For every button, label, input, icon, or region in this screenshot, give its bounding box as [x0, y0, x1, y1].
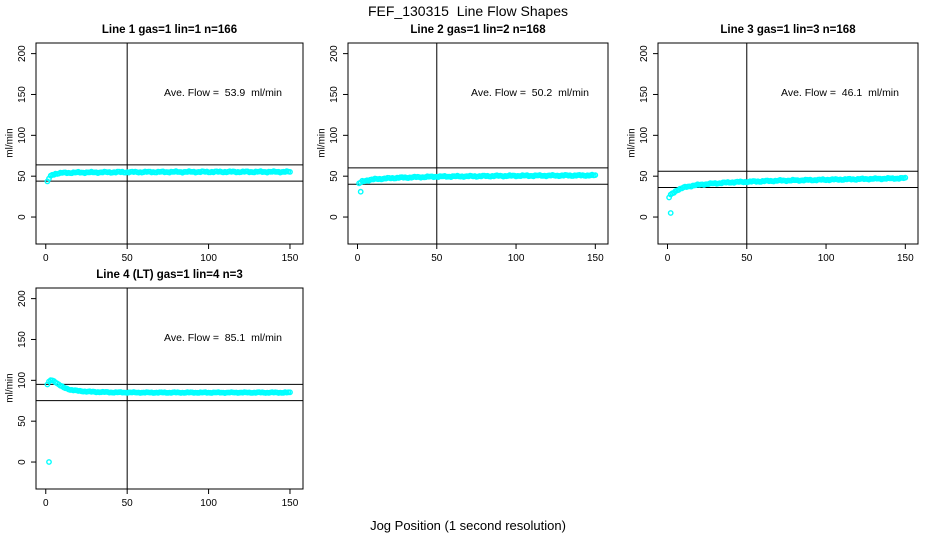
x-tick-label: 100 — [508, 253, 525, 264]
y-tick-label: 0 — [639, 214, 650, 220]
y-tick-label: 100 — [17, 127, 28, 144]
y-tick-label: 150 — [329, 86, 340, 103]
outlier-point — [46, 459, 52, 465]
y-tick-label: 100 — [329, 127, 340, 144]
subplot1-ave-flow-label: Ave. Flow = 53.9 ml/min — [164, 87, 282, 99]
x-tick-label: 50 — [431, 253, 443, 264]
subplot1-title: Line 1 gas=1 lin=1 n=166 — [101, 24, 238, 36]
x-tick-label: 150 — [282, 253, 299, 264]
plot-box — [657, 42, 919, 245]
y-tick-label: 200 — [329, 45, 340, 62]
y-tick-label: 150 — [17, 86, 28, 103]
x-tick-label: 50 — [741, 253, 753, 264]
x-tick-label: 100 — [818, 253, 835, 264]
x-tick-label: 150 — [897, 253, 914, 264]
outlier-point — [357, 188, 364, 195]
plot-box — [347, 42, 609, 245]
subplot2-title: Line 2 gas=1 lin=2 n=168 — [410, 24, 546, 36]
global-xaxis-label: Jog Position (1 second resolution) — [370, 518, 566, 533]
subplot4-yaxis-label: ml/min — [4, 373, 16, 403]
data-point — [287, 168, 293, 175]
y-tick-label: 150 — [17, 331, 28, 348]
y-tick-label: 200 — [17, 45, 28, 62]
x-tick-label: 150 — [282, 498, 299, 509]
x-tick-label: 50 — [122, 498, 134, 509]
x-tick-label: 0 — [355, 253, 361, 264]
x-tick-label: 0 — [43, 498, 49, 509]
y-tick-label: 50 — [17, 415, 28, 427]
x-tick-label: 50 — [122, 253, 134, 264]
outlier-point — [667, 210, 674, 216]
x-tick-label: 100 — [200, 498, 217, 509]
x-tick-label: 150 — [587, 253, 604, 264]
y-tick-label: 100 — [639, 127, 650, 144]
x-tick-label: 0 — [665, 253, 671, 264]
y-tick-label: 150 — [639, 86, 650, 103]
y-tick-label: 0 — [329, 214, 340, 220]
plot-box — [35, 42, 304, 245]
y-tick-label: 200 — [17, 290, 28, 307]
subplot2-yaxis-label: ml/min — [316, 128, 328, 158]
y-tick-label: 50 — [17, 170, 28, 182]
subplot1-yaxis-label: ml/min — [4, 128, 16, 158]
page-title: FEF_130315 Line Flow Shapes — [367, 3, 568, 19]
y-tick-label: 50 — [639, 170, 650, 182]
subplot4-ave-flow-label: Ave. Flow = 85.1 ml/min — [164, 332, 282, 344]
y-tick-label: 0 — [17, 214, 28, 220]
subplot3-yaxis-label: ml/min — [626, 128, 638, 158]
y-tick-label: 0 — [17, 459, 28, 465]
plot-box — [35, 287, 304, 490]
y-tick-label: 200 — [639, 45, 650, 62]
y-tick-label: 100 — [17, 372, 28, 389]
subplot3-ave-flow-label: Ave. Flow = 46.1 ml/min — [781, 87, 899, 99]
data-point — [902, 174, 909, 181]
subplot3-title: Line 3 gas=1 lin=3 n=168 — [720, 24, 856, 36]
x-tick-label: 100 — [200, 253, 217, 264]
subplot2-ave-flow-label: Ave. Flow = 50.2 ml/min — [471, 87, 589, 99]
data-point — [287, 389, 293, 396]
x-tick-label: 0 — [43, 253, 49, 264]
data-point — [592, 172, 599, 179]
subplot4-title: Line 4 (LT) gas=1 lin=4 n=3 — [96, 269, 243, 281]
y-tick-label: 50 — [329, 170, 340, 182]
